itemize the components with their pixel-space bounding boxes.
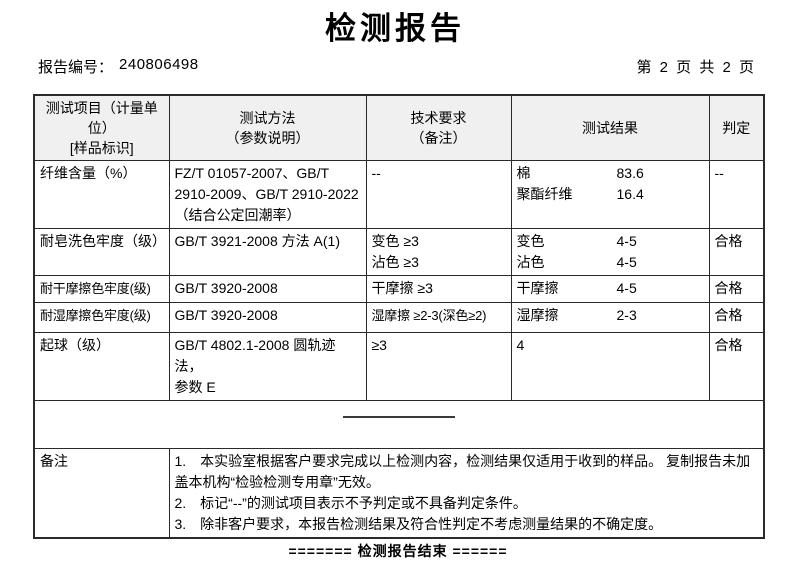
cell-verdict: 合格: [708, 228, 765, 276]
report-page: 检测报告 报告编号： 240806498 第 2 页 共 2 页 测试项目（计量…: [33, 11, 765, 559]
header-tech-requirement-line1: 技术要求: [410, 110, 467, 126]
test-results-table: 测试项目（计量单位） [样品标识] 测试方法 （参数说明） 技术要求 （备注） …: [33, 94, 765, 539]
remark-item: 2. 标记“--”的测试项目表示不予判定或不具备判定条件。: [174, 495, 527, 511]
header-test-item: 测试项目（计量单位） [样品标识]: [33, 94, 170, 161]
remark-row: 备注 1. 本实验室根据客户要求完成以上检测内容，检测结果仅适用于收到的样品。 …: [33, 448, 765, 539]
cell-result: 湿摩擦 2-3: [510, 302, 710, 333]
result-line: 沾色 4-5: [517, 252, 704, 273]
result-value: 16.4: [616, 186, 644, 202]
end-of-items-dash: [343, 416, 455, 418]
result-line: 棉 83.6: [517, 163, 704, 184]
cell-result: 干摩擦 4-5: [510, 275, 710, 303]
cell-method: FZ/T 01057-2007、GB/T 2910-2009、GB/T 2910…: [168, 160, 367, 229]
cell-method: GB/T 3921-2008 方法 A(1): [168, 228, 367, 276]
cell-method: GB/T 4802.1-2008 圆轨迹法， 参数 E: [168, 332, 367, 401]
report-end-marker: ======= 检测报告结束 ======: [288, 543, 508, 559]
result-line: 湿摩擦 2-3: [517, 305, 704, 326]
method-line: 2910-2009、GB/T 2910-2022: [174, 186, 359, 202]
remark-item: 3. 除非客户要求，本报告检测结果及符合性判定不考虑测量结果的不确定度。: [174, 516, 663, 532]
result-label: 湿摩擦: [516, 307, 559, 323]
result-label: 沾色: [516, 254, 545, 270]
header-verdict: 判定: [708, 94, 765, 161]
header-test-item-line2: [样品标识]: [69, 140, 134, 156]
cell-method: GB/T 3920-2008: [168, 275, 367, 303]
result-label: 棉: [516, 165, 531, 181]
cell-requirement: ≥3: [365, 332, 512, 401]
cell-verdict: 合格: [708, 302, 765, 333]
header-tech-requirement-line2: （备注）: [410, 130, 467, 146]
remark-label: 备注: [33, 448, 170, 539]
cell-item: 起球（级）: [33, 332, 170, 401]
result-value: 4-5: [616, 254, 637, 270]
cell-item: 纤维含量（%）: [33, 160, 170, 229]
header-test-result: 测试结果: [510, 94, 710, 161]
table-row: 起球（级） GB/T 4802.1-2008 圆轨迹法， 参数 E ≥3 4 合…: [33, 332, 765, 401]
table-row: 耐皂洗色牢度（级） GB/T 3921-2008 方法 A(1) 变色 ≥3 沾…: [33, 228, 765, 276]
page-title: 检测报告: [325, 11, 465, 46]
header-test-method-line1: 测试方法: [239, 110, 296, 126]
result-line: 4: [517, 335, 704, 356]
method-line: GB/T 4802.1-2008 圆轨迹法，: [174, 337, 336, 374]
result-label: 干摩擦: [516, 280, 559, 296]
cell-requirement: 湿摩擦 ≥2-3(深色≥2): [365, 302, 512, 333]
cell-item: 耐湿摩擦色牢度(级): [33, 302, 170, 333]
result-value: 83.6: [616, 165, 644, 181]
cell-verdict: --: [708, 160, 765, 229]
remark-item: 1. 本实验室根据客户要求完成以上检测内容，检测结果仅适用于收到的样品。 复制报…: [174, 453, 751, 490]
requirement-line: 沾色 ≥3: [371, 254, 419, 270]
cell-requirement: --: [365, 160, 512, 229]
table-row: 耐干摩擦色牢度(级) GB/T 3920-2008 干摩擦 ≥3 干摩擦 4-5…: [33, 275, 765, 303]
result-line: 变色 4-5: [517, 231, 704, 252]
cell-item: 耐干摩擦色牢度(级): [33, 275, 170, 303]
method-line: 参数 E: [174, 379, 216, 395]
blank-cell: [33, 400, 765, 449]
method-line: （结合公定回潮率）: [174, 207, 301, 223]
table-header-row: 测试项目（计量单位） [样品标识] 测试方法 （参数说明） 技术要求 （备注） …: [33, 94, 765, 161]
result-line: 聚酯纤维 16.4: [517, 184, 704, 205]
remark-body: 1. 本实验室根据客户要求完成以上检测内容，检测结果仅适用于收到的样品。 复制报…: [168, 448, 765, 539]
result-label: 4: [516, 337, 525, 353]
cell-verdict: 合格: [708, 332, 765, 401]
cell-requirement: 变色 ≥3 沾色 ≥3: [365, 228, 512, 276]
cell-method: GB/T 3920-2008: [168, 302, 367, 333]
cell-item: 耐皂洗色牢度（级）: [33, 228, 170, 276]
table-row: 纤维含量（%） FZ/T 01057-2007、GB/T 2910-2009、G…: [33, 160, 765, 229]
table-row: 耐湿摩擦色牢度(级) GB/T 3920-2008 湿摩擦 ≥2-3(深色≥2)…: [33, 302, 765, 333]
cell-result: 4: [510, 332, 710, 401]
header-test-item-line1: 测试项目（计量单位）: [45, 100, 158, 136]
method-line: FZ/T 01057-2007、GB/T: [174, 165, 330, 181]
cell-verdict: 合格: [708, 275, 765, 303]
report-number: 报告编号： 240806498: [38, 56, 199, 77]
result-value: 4-5: [616, 233, 637, 249]
result-line: 干摩擦 4-5: [517, 278, 704, 299]
cell-result: 变色 4-5 沾色 4-5: [510, 228, 710, 276]
requirement-line: 变色 ≥3: [371, 233, 419, 249]
cell-result: 棉 83.6 聚酯纤维 16.4: [510, 160, 710, 229]
cell-requirement: 干摩擦 ≥3: [365, 275, 512, 303]
header-tech-requirement: 技术要求 （备注）: [365, 94, 512, 161]
page-indicator: 第 2 页 共 2 页: [636, 59, 756, 76]
result-label: 聚酯纤维: [516, 186, 573, 202]
meta-row: 报告编号： 240806498 第 2 页 共 2 页: [38, 56, 756, 77]
result-value: 4-5: [616, 280, 637, 296]
header-test-method: 测试方法 （参数说明）: [168, 94, 367, 161]
header-test-method-line2: （参数说明）: [225, 130, 310, 146]
result-value: 2-3: [616, 307, 637, 323]
report-number-label: 报告编号：: [38, 59, 114, 76]
report-number-value: 240806498: [119, 56, 199, 73]
blank-separator-row: [33, 400, 765, 449]
result-label: 变色: [516, 233, 545, 249]
